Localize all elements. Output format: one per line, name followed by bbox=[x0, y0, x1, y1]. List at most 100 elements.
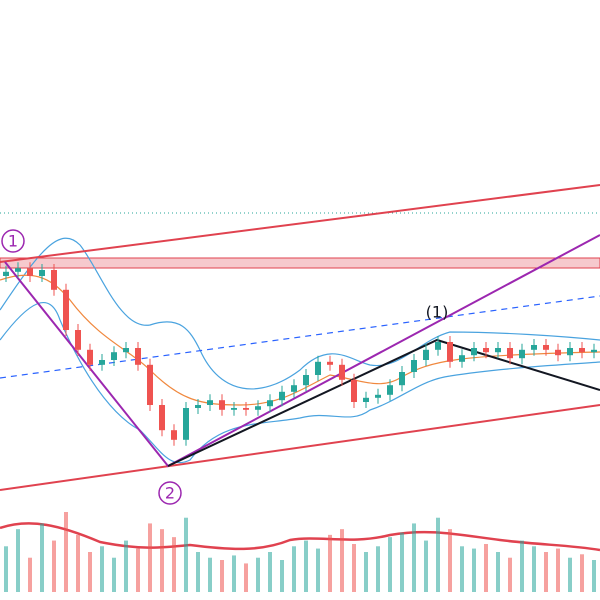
volume-bar bbox=[388, 537, 392, 592]
wave-label: 2 bbox=[165, 484, 175, 503]
upper-band bbox=[0, 237, 600, 390]
volume-bar bbox=[580, 554, 584, 592]
volume-bar bbox=[76, 534, 80, 592]
volume-bar bbox=[136, 548, 140, 592]
candle-body bbox=[267, 400, 273, 407]
candle-body bbox=[555, 349, 561, 356]
candle-body bbox=[351, 379, 357, 402]
volume-bar bbox=[208, 557, 212, 592]
volume-bar bbox=[40, 523, 44, 592]
volume-bar bbox=[292, 546, 296, 592]
volume-bar bbox=[556, 548, 560, 592]
candle-body bbox=[411, 360, 417, 372]
candle-body bbox=[531, 345, 537, 350]
volume-bar bbox=[376, 546, 380, 592]
candle-body bbox=[579, 348, 585, 353]
candle-body bbox=[399, 372, 405, 386]
volume-bar bbox=[352, 544, 356, 592]
candle-body bbox=[243, 408, 249, 410]
candle-body bbox=[99, 360, 105, 365]
volume-bar bbox=[484, 544, 488, 592]
volume-bar bbox=[532, 546, 536, 592]
candle-body bbox=[543, 345, 549, 350]
volume-bar bbox=[592, 560, 596, 592]
candle-body bbox=[111, 352, 117, 360]
candles bbox=[3, 262, 597, 592]
candle-body bbox=[135, 348, 141, 365]
candle-body bbox=[387, 385, 393, 395]
candle-body bbox=[219, 400, 225, 410]
candle-body bbox=[159, 405, 165, 431]
volume-bar bbox=[304, 540, 308, 592]
candle-body bbox=[363, 397, 369, 402]
volume-bar bbox=[28, 557, 32, 592]
candle-body bbox=[147, 364, 153, 405]
candle-body bbox=[291, 385, 297, 392]
volume-bar bbox=[448, 529, 452, 592]
volume-bar bbox=[184, 517, 188, 592]
candle-body bbox=[75, 330, 81, 350]
candle-body bbox=[315, 361, 321, 375]
volume-bar bbox=[172, 537, 176, 592]
volume-bar bbox=[4, 546, 8, 592]
candle-body bbox=[459, 355, 465, 362]
volume-bar bbox=[424, 540, 428, 592]
volume-bar bbox=[316, 548, 320, 592]
candle-body bbox=[123, 348, 129, 353]
candle-body bbox=[195, 405, 201, 408]
candle-body bbox=[15, 268, 21, 272]
volume-bar bbox=[100, 546, 104, 592]
drawings bbox=[0, 184, 600, 552]
candle-body bbox=[87, 349, 93, 365]
label-circle bbox=[1, 229, 25, 253]
volume-bar bbox=[52, 540, 56, 592]
volume-bar bbox=[112, 557, 116, 592]
volume-bar bbox=[436, 517, 440, 592]
wave-label: 1 bbox=[8, 232, 18, 251]
volume-bar bbox=[400, 532, 404, 592]
volume-bar bbox=[196, 552, 200, 592]
zone bbox=[0, 257, 600, 269]
volume-bar bbox=[88, 552, 92, 592]
volume-bar bbox=[460, 546, 464, 592]
candle-body bbox=[303, 375, 309, 386]
candle-body bbox=[447, 342, 453, 362]
candle-body bbox=[27, 268, 33, 276]
volume-bar bbox=[232, 555, 236, 592]
candle-body bbox=[183, 408, 189, 440]
candle-body bbox=[51, 270, 57, 290]
volume-bar bbox=[220, 560, 224, 592]
label-circle bbox=[158, 481, 182, 505]
volume-bar bbox=[280, 560, 284, 592]
candle-body bbox=[567, 348, 573, 356]
lower-band bbox=[0, 302, 600, 464]
volume-bar bbox=[508, 557, 512, 592]
volume-bar bbox=[160, 529, 164, 592]
volume-bar bbox=[124, 540, 128, 592]
wave-label: (1) bbox=[426, 303, 449, 322]
candle-body bbox=[495, 348, 501, 353]
volume-bar bbox=[364, 552, 368, 592]
volume-bar bbox=[244, 563, 248, 592]
wave-line bbox=[167, 338, 600, 467]
volume-bar bbox=[64, 512, 68, 592]
candle-body bbox=[507, 348, 513, 359]
candle-body bbox=[3, 271, 9, 276]
volume-bar bbox=[568, 557, 572, 592]
volume-bar bbox=[520, 540, 524, 592]
candle-body bbox=[519, 349, 525, 359]
candle-body bbox=[375, 394, 381, 398]
volume-bar bbox=[148, 523, 152, 592]
volume-bar bbox=[472, 548, 476, 592]
candle-body bbox=[279, 391, 285, 401]
volume-bar bbox=[496, 552, 500, 592]
candle-body bbox=[231, 408, 237, 410]
trend-line bbox=[0, 404, 600, 491]
volume-bar bbox=[328, 534, 332, 592]
candle-body bbox=[435, 342, 441, 350]
volume-bar bbox=[268, 552, 272, 592]
candle-body bbox=[255, 406, 261, 410]
candle-body bbox=[423, 349, 429, 360]
candle-body bbox=[39, 270, 45, 276]
candle-body bbox=[171, 430, 177, 440]
